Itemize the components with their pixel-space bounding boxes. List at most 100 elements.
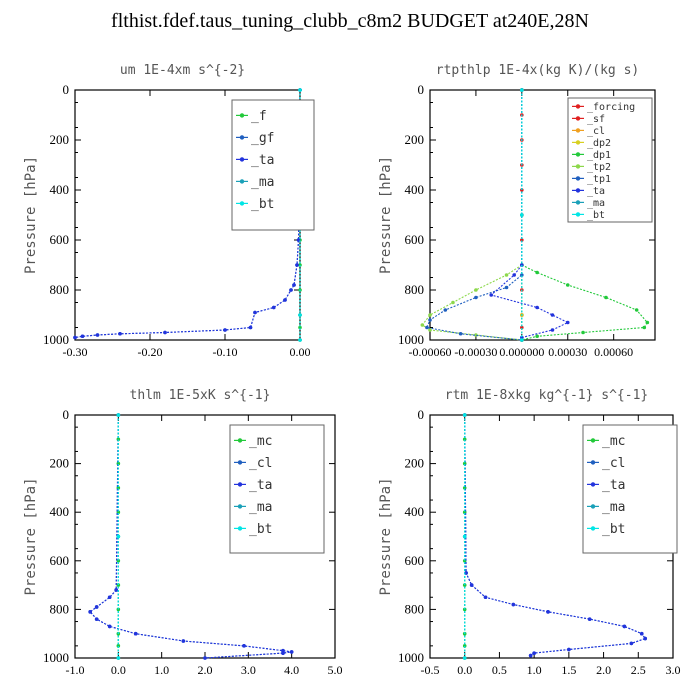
data-point-tp1 [443, 308, 448, 312]
data-point-mc [116, 559, 121, 563]
y-axis-label: Pressure [hPa] [23, 477, 39, 595]
data-point-ta [95, 333, 100, 337]
x-tick-label: -0.30 [63, 345, 88, 359]
x-tick-label: 1.0 [527, 663, 542, 677]
legend-marker-cl [237, 460, 243, 465]
data-point-ta [489, 293, 494, 297]
y-tick-label: 800 [405, 601, 425, 616]
series-line-tp1 [426, 90, 523, 341]
x-tick-label: -0.5 [421, 663, 440, 677]
data-point-ta [550, 313, 555, 317]
y-tick-label: 400 [405, 504, 425, 519]
data-point-tp1 [520, 273, 524, 277]
data-point-ta [639, 631, 644, 636]
series-line-ta [490, 90, 570, 339]
series-line-ta [89, 414, 292, 659]
data-point-ta [622, 624, 627, 629]
data-point-ta [73, 335, 77, 340]
x-tick-label: 0.00 [290, 345, 311, 359]
data-point-mc [116, 583, 121, 587]
series-group [462, 413, 648, 660]
series-group [73, 88, 302, 342]
data-point-bt [298, 313, 302, 317]
legend-marker-bt [239, 201, 245, 206]
y-tick-label: 800 [50, 601, 70, 616]
data-point-f [298, 325, 302, 330]
data-point-dp1 [604, 295, 608, 300]
data-point-ta [643, 636, 648, 641]
legend-label-mc: _mc [249, 434, 272, 449]
x-tick-label: 0.000000 [499, 345, 544, 359]
data-point-ta [118, 331, 122, 336]
legend-marker-dp2 [575, 140, 581, 145]
y-axis-label: Pressure [hPa] [378, 477, 394, 595]
data-point-tp1 [428, 318, 432, 322]
data-point-ta [587, 617, 592, 621]
data-point-tp2 [428, 328, 432, 332]
legend: _f _gf _ta _ma _bt [231, 99, 315, 231]
data-point-tp2 [428, 313, 432, 317]
legend-label-cl: _cl [602, 456, 625, 471]
x-tick-label: 4.0 [284, 663, 299, 677]
series-group [420, 88, 650, 342]
data-point-dp1 [535, 270, 539, 275]
legend-label-dp1: _dp1 [587, 150, 611, 161]
data-point-dp1 [535, 334, 539, 339]
legend-marker-bt [590, 526, 596, 531]
legend-label-forcing: _forcing [587, 102, 635, 113]
chart-title: thlm 1E-5xK s^{-1} [130, 388, 271, 403]
data-point-ta [253, 310, 257, 315]
data-point-ta [565, 320, 570, 325]
legend-marker-cl [575, 128, 581, 133]
chart-1: um 1E-4xm s^{-2} Pressure [hPa] 0 200 400 600… [23, 63, 315, 359]
y-tick-label: 600 [50, 553, 70, 568]
legend-marker-mc [237, 438, 243, 443]
data-point-ta [546, 610, 550, 614]
legend: _mc _cl _ta _ma _bt [582, 424, 678, 554]
legend-label-tp2: _tp2 [587, 162, 611, 173]
y-tick-label: 200 [50, 132, 70, 147]
data-point-dp1 [565, 283, 570, 287]
legend-marker-tp2 [575, 164, 581, 169]
legend-label-gf: _gf [251, 131, 274, 146]
chart-title: rtpthlp 1E-4x(kg K)/(kg s) [436, 63, 640, 78]
y-tick-label: 0 [418, 407, 425, 422]
data-point-bt [116, 656, 121, 660]
legend-label-ma: _ma [587, 198, 605, 209]
data-point-ta [469, 583, 474, 587]
data-point-mc [462, 583, 467, 587]
legend-marker-f [239, 113, 245, 118]
x-tick-label: 0.00060 [594, 345, 633, 359]
x-tick-label: 0.0 [111, 663, 126, 677]
data-point-ta [567, 647, 571, 652]
x-tick-label: -0.10 [213, 345, 238, 359]
series-line-ta [464, 414, 647, 657]
legend-label-ta: _ta [602, 478, 625, 493]
y-tick-label: 0 [63, 82, 70, 97]
y-tick-label: 400 [50, 182, 70, 197]
x-tick-label: 2.5 [631, 663, 646, 677]
legend-marker-dp1 [575, 152, 581, 157]
data-point-bt [116, 413, 121, 417]
legend-label-ta: _ta [587, 186, 605, 197]
data-point-forcing [520, 325, 524, 330]
data-point-forcing [520, 238, 524, 242]
data-point-mc [462, 437, 467, 442]
legend-label-sf: _sf [587, 114, 605, 125]
legend-label-ma: _ma [251, 175, 274, 190]
y-tick-label: 1000 [398, 650, 424, 665]
data-point-dp1 [581, 330, 585, 335]
data-point-ta [483, 595, 488, 600]
legend-marker-gf [239, 135, 245, 140]
data-point-dp1 [642, 325, 647, 330]
legend-label-ma: _ma [602, 500, 625, 515]
legend-marker-ta [237, 482, 243, 487]
legend-label-bt: _bt [587, 210, 605, 221]
data-point-tp1 [458, 331, 463, 336]
data-point-ta [281, 651, 285, 655]
data-point-ta [133, 631, 138, 636]
x-tick-label: -0.00060 [409, 345, 452, 359]
x-tick-label: 0.00030 [548, 345, 587, 359]
data-point-ta [242, 644, 246, 648]
